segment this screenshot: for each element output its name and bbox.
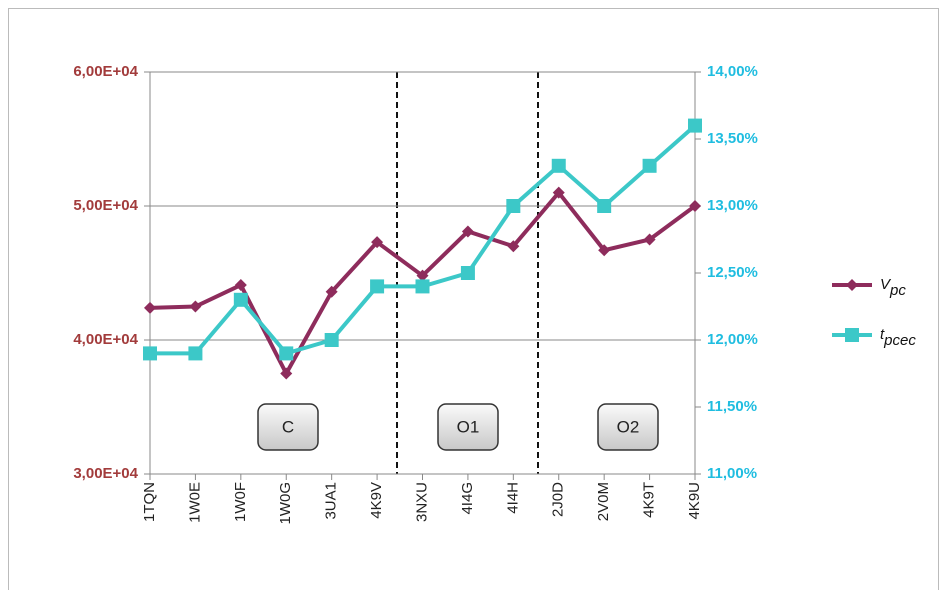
x-tick-label: 4K9T <box>641 482 658 518</box>
legend-label-main: t <box>880 326 885 343</box>
y-tick-label: 4,00E+04 <box>73 331 138 348</box>
chart-border <box>8 8 939 590</box>
point <box>689 200 701 212</box>
legend-label: tpcec <box>880 326 916 349</box>
point <box>507 240 520 253</box>
x-tick-label: 1W0E <box>186 482 203 523</box>
y2-tick-label: 13,00% <box>707 197 758 214</box>
x-tick-label: 2V0M <box>595 482 612 521</box>
point <box>415 279 430 294</box>
region-label: O1 <box>457 417 480 436</box>
y2-tick-label: 13,50% <box>707 130 758 147</box>
y2-tick-label: 12,00% <box>707 331 758 348</box>
point <box>325 285 338 298</box>
point <box>324 333 339 347</box>
legend-label-sub: pcec <box>883 332 916 349</box>
point <box>642 158 657 173</box>
point <box>461 225 474 238</box>
point <box>551 158 566 173</box>
y-tick-label: 5,00E+04 <box>73 197 138 214</box>
y-tick-label: 6,00E+04 <box>73 63 138 80</box>
region-box <box>437 403 499 451</box>
point <box>506 199 521 213</box>
x-tick-label: 3NXU <box>413 482 430 522</box>
point <box>279 346 294 361</box>
x-tick-label: 1TQN <box>141 482 158 522</box>
legend-label-sub: pc <box>889 282 906 299</box>
legend-label: Vpc <box>880 276 906 299</box>
x-tick-label: 4K9U <box>686 482 703 520</box>
point <box>189 300 202 313</box>
point <box>144 301 156 314</box>
x-tick-label: 4K9V <box>368 482 385 519</box>
legend-label-main: V <box>880 276 892 293</box>
point <box>233 292 248 307</box>
x-tick-label: 3UA1 <box>323 482 340 520</box>
x-tick-label: 1W0G <box>277 482 294 525</box>
point <box>188 346 203 361</box>
y-tick-label: 3,00E+04 <box>73 465 138 482</box>
point <box>598 244 611 257</box>
y2-tick-label: 11,50% <box>707 398 757 415</box>
x-tick-label: 2J0D <box>550 482 567 517</box>
point <box>688 118 702 133</box>
point <box>280 367 293 380</box>
point <box>143 346 157 361</box>
point <box>460 266 475 280</box>
region-box <box>257 403 319 451</box>
legend-marker <box>846 279 858 291</box>
region-box <box>597 403 659 451</box>
region-label: C <box>282 417 294 436</box>
point <box>643 233 656 246</box>
region-label: O2 <box>617 417 640 436</box>
point <box>416 269 429 282</box>
series-line <box>150 124 697 356</box>
point <box>597 199 612 213</box>
point <box>234 279 247 292</box>
y2-tick-label: 12,50% <box>707 264 758 281</box>
y2-tick-label: 11,00% <box>707 465 757 482</box>
x-tick-label: 4I4H <box>504 482 521 514</box>
point <box>371 236 384 249</box>
x-tick-label: 4I4G <box>459 482 476 515</box>
point <box>552 186 565 199</box>
point <box>370 279 385 294</box>
y2-tick-label: 14,00% <box>707 63 758 80</box>
legend-marker <box>845 328 859 342</box>
x-tick-label: 1W0F <box>232 482 249 522</box>
